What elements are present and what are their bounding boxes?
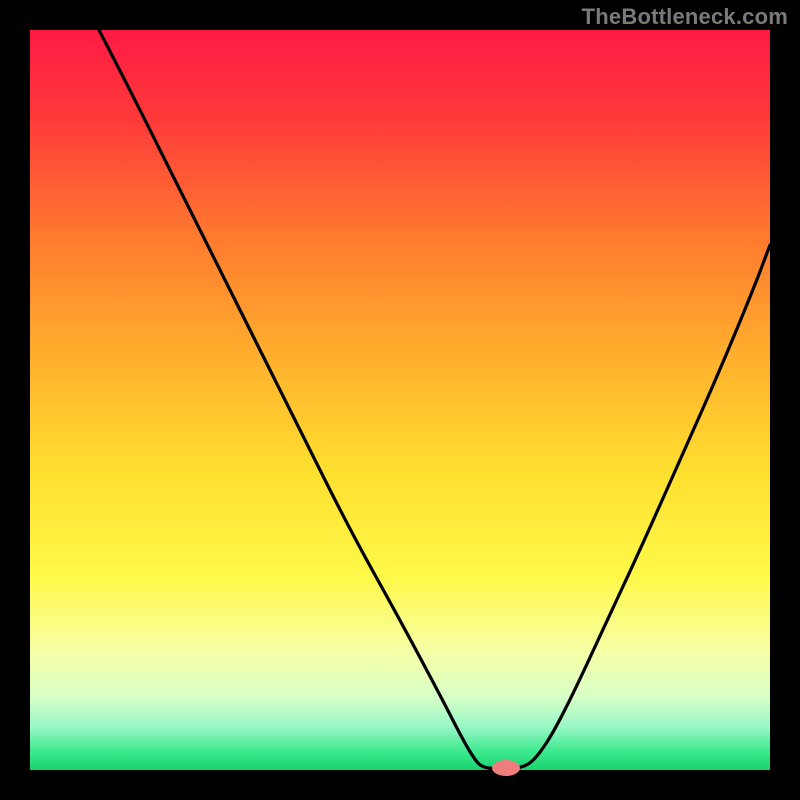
plot-background xyxy=(30,30,770,770)
chart-svg xyxy=(0,0,800,800)
optimal-marker xyxy=(492,760,520,776)
watermark-text: TheBottleneck.com xyxy=(582,4,788,30)
bottleneck-chart: TheBottleneck.com xyxy=(0,0,800,800)
